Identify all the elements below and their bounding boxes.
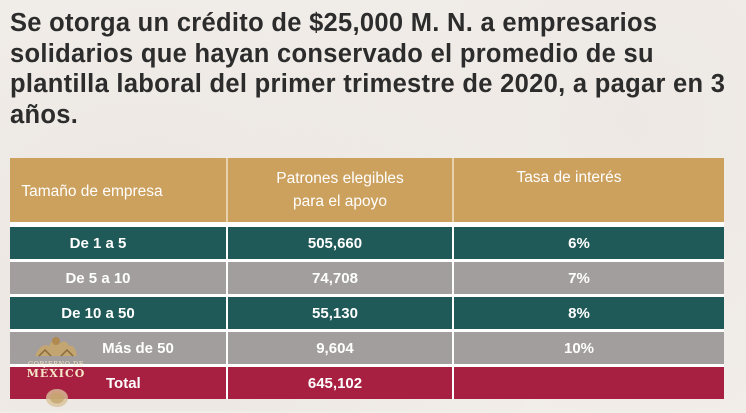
cell-company-size: Más de 50 bbox=[10, 332, 226, 364]
cell-company-size: De 5 a 10 bbox=[10, 262, 226, 294]
gobierno-mexico-logo: GOBIERNO DE MÉXICO bbox=[16, 322, 96, 380]
cell-interest-rate: 8% bbox=[452, 297, 724, 329]
page-heading: Se otorga un crédito de $25,000 M. N. a … bbox=[10, 9, 726, 129]
header-gap bbox=[10, 222, 724, 227]
eagle-emblem-icon bbox=[33, 332, 79, 358]
table-total-row: Total 645,102 bbox=[10, 367, 724, 399]
seal-icon bbox=[44, 386, 70, 408]
cell-total-rate bbox=[452, 367, 724, 399]
cell-eligible-employers: 505,660 bbox=[226, 227, 452, 259]
cell-interest-rate: 7% bbox=[452, 262, 724, 294]
cell-total-employers: 645,102 bbox=[226, 367, 452, 399]
table-row: Más de 50 9,604 10% bbox=[10, 332, 724, 364]
cell-interest-rate: 10% bbox=[452, 332, 724, 364]
cell-total-label: Total bbox=[10, 367, 226, 399]
cell-eligible-employers: 9,604 bbox=[226, 332, 452, 364]
cell-company-size: De 10 a 50 bbox=[10, 297, 226, 329]
row-separator bbox=[10, 294, 724, 297]
row-separator bbox=[10, 259, 724, 262]
table-row: De 5 a 10 74,708 7% bbox=[10, 262, 724, 294]
table-row: De 1 a 5 505,660 6% bbox=[10, 227, 724, 259]
table-row: De 10 a 50 55,130 8% bbox=[10, 297, 724, 329]
header-interest-rate: Tasa de interés bbox=[452, 158, 724, 222]
cell-eligible-employers: 55,130 bbox=[226, 297, 452, 329]
row-separator bbox=[10, 329, 724, 332]
logo-text-mexico: MÉXICO bbox=[26, 367, 86, 380]
header-company-size: Tamaño de empresa bbox=[10, 158, 226, 222]
row-separator bbox=[10, 364, 724, 367]
cell-interest-rate: 6% bbox=[452, 227, 724, 259]
table-header-row: Tamaño de empresa Patrones elegibles par… bbox=[10, 158, 724, 222]
cell-company-size: De 1 a 5 bbox=[10, 227, 226, 259]
cell-eligible-employers: 74,708 bbox=[226, 262, 452, 294]
logo-text-gobierno: GOBIERNO DE bbox=[27, 360, 85, 368]
credit-table: Tamaño de empresa Patrones elegibles par… bbox=[10, 158, 724, 399]
header-eligible-employers: Patrones elegibles para el apoyo bbox=[226, 158, 452, 222]
